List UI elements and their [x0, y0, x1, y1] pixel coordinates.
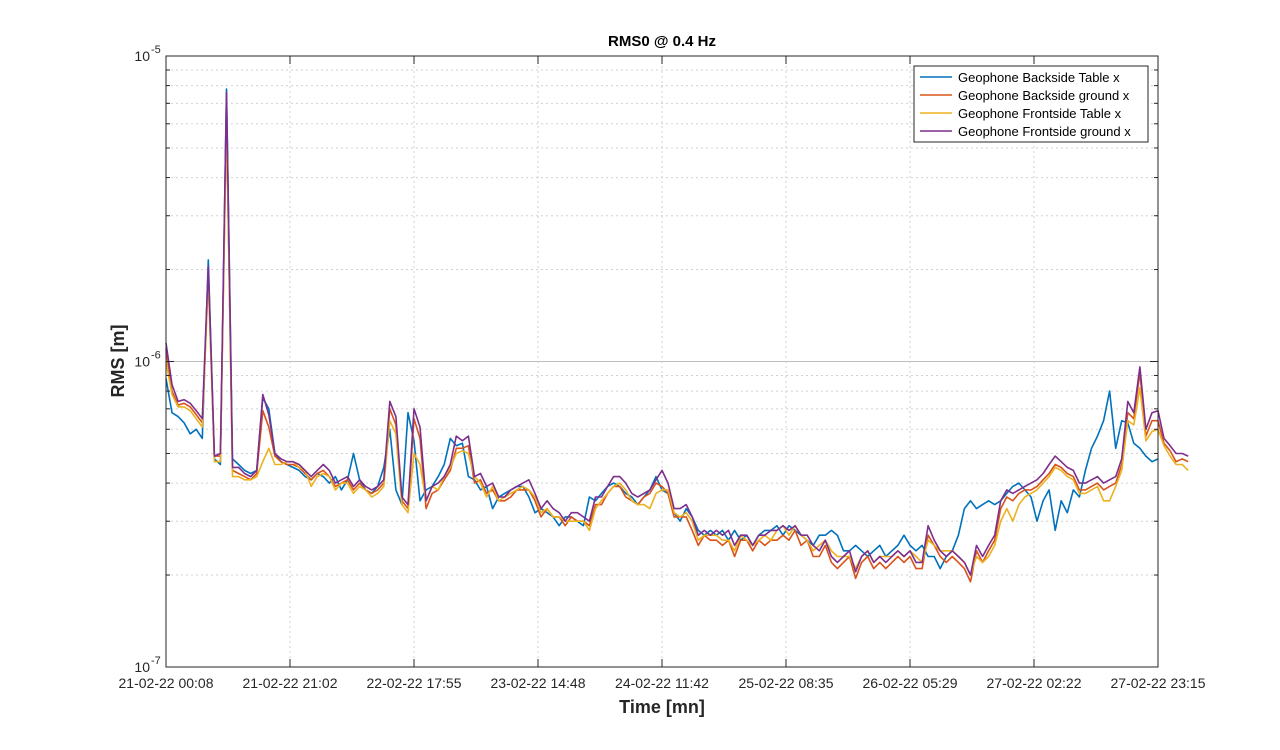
- y-tick-label: 10: [134, 354, 150, 370]
- x-axis-title: Time [mn]: [619, 697, 705, 717]
- legend: Geophone Backside Table x Geophone Backsi…: [913, 65, 1149, 143]
- x-axis: 21-02-22 00:08 21-02-22 21:02 22-02-22 17:…: [119, 56, 1206, 691]
- y-tick-exponent: -7: [151, 655, 161, 667]
- legend-label-2: Geophone Backside ground x: [958, 88, 1130, 103]
- legend-label-1: Geophone Backside Table x: [958, 70, 1120, 85]
- y-tick-exponent: -5: [151, 44, 161, 56]
- legend-label-3: Geophone Frontside Table x: [958, 106, 1122, 121]
- series-line-2: [165, 114, 1189, 583]
- x-tick-label: 21-02-22 21:02: [243, 675, 338, 691]
- x-tick-label: 25-02-22 08:35: [739, 675, 834, 691]
- x-tick-label: 27-02-22 23:15: [1111, 675, 1206, 691]
- y-tick-label: 10: [134, 659, 150, 675]
- series-line-4: [165, 91, 1189, 576]
- x-tick-label: 26-02-22 05:29: [863, 675, 958, 691]
- series-line-3: [165, 118, 1189, 576]
- y-tick-label: 10: [134, 48, 150, 64]
- chart-title: RMS0 @ 0.4 Hz: [608, 33, 716, 50]
- legend-box: [913, 65, 1149, 143]
- x-tick-label: 22-02-22 17:55: [367, 675, 462, 691]
- legend-label-4: Geophone Frontside ground x: [958, 124, 1131, 139]
- x-tick-label: 23-02-22 14:48: [491, 675, 586, 691]
- y-axis-title: RMS [m]: [108, 325, 128, 398]
- x-tick-label: 24-02-22 11:42: [615, 675, 709, 691]
- series-layer: [165, 88, 1189, 583]
- x-tick-label: 27-02-22 02:22: [987, 675, 1082, 691]
- y-axis: 10-710-610-5: [134, 44, 1158, 675]
- x-tick-label: 21-02-22 00:08: [119, 675, 214, 691]
- y-tick-exponent: -6: [151, 350, 161, 362]
